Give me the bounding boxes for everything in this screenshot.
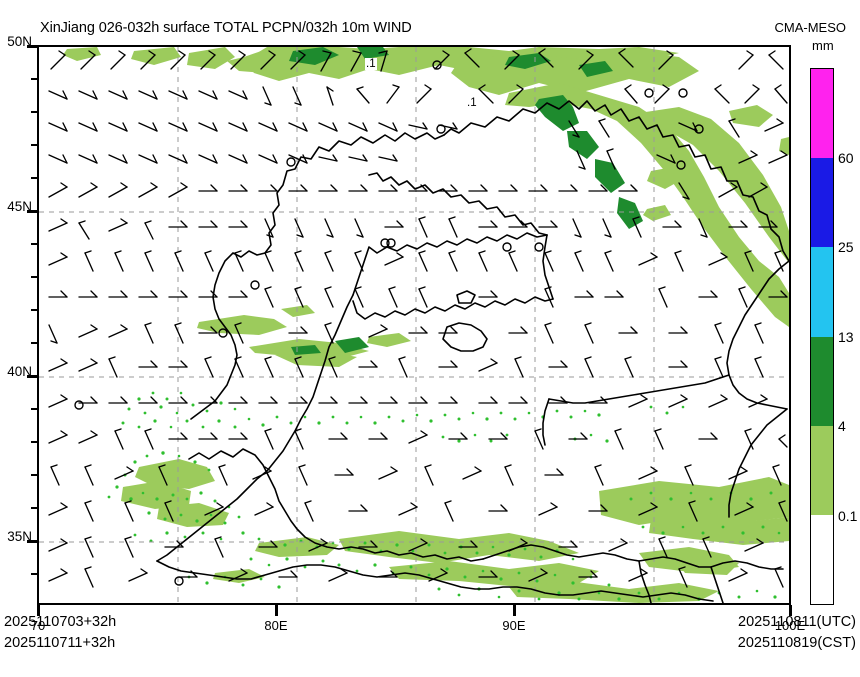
lat-tick-minor <box>31 177 38 179</box>
colorbar-band-0.1-4 <box>811 425 833 515</box>
map-canvas <box>39 47 789 603</box>
lat-tick-minor <box>31 111 38 113</box>
lat-tick-major <box>27 210 38 213</box>
lon-tick-major <box>513 605 516 616</box>
lat-tick-minor <box>31 474 38 476</box>
colorbar-tick-0.1: 0.1 <box>838 507 858 524</box>
lon-label-70: 70 <box>30 618 46 633</box>
lat-tick-minor <box>31 78 38 80</box>
colorbar-tick-4: 4 <box>838 418 846 435</box>
valid-time-utc: 2025110811(UTC) <box>738 614 856 630</box>
lat-tick-minor <box>31 408 38 410</box>
lon-tick-major <box>789 605 792 616</box>
lat-tick-minor <box>31 507 38 509</box>
contour-label: .1 <box>365 58 377 70</box>
colorbar-tick-25: 25 <box>838 239 854 256</box>
colorbar-band-under-0.1 <box>811 514 833 604</box>
lon-label-90e: 90E <box>502 618 526 633</box>
lon-label-100e: 100E <box>774 618 806 633</box>
lat-tick-minor <box>31 309 38 311</box>
lat-tick-minor <box>31 276 38 278</box>
model-name-label: CMA-MESO <box>774 20 847 35</box>
init-time-cst: 2025110711+32h <box>4 635 116 651</box>
init-time-utc: 2025110703+32h <box>4 614 117 630</box>
lon-tick-major <box>275 605 278 616</box>
colorbar-unit-label: mm <box>812 38 834 53</box>
lat-tick-minor <box>31 342 38 344</box>
footer-right: 2025110811(UTC) 2025110819(CST) <box>738 612 856 654</box>
colorbar-tick-60: 60 <box>838 149 854 166</box>
precip-shading-speckle <box>107 391 789 603</box>
lat-tick-minor <box>31 441 38 443</box>
colorbar-bands <box>810 68 834 605</box>
precip-shading-light <box>63 47 789 367</box>
calm-wind-symbols <box>74 60 704 586</box>
lat-label-45n: 45N <box>7 199 32 214</box>
map-borders <box>156 100 789 603</box>
lat-tick-minor <box>31 144 38 146</box>
colorbar-band-60plus <box>811 69 833 159</box>
page-title: XinJiang 026-032h surface TOTAL PCPN/032… <box>40 20 412 36</box>
map-plot-area[interactable]: .1 .1 <box>37 45 791 605</box>
footer-left: 2025110703+32h 2025110711+32h <box>4 612 116 654</box>
precip-shading-dark <box>289 47 643 355</box>
wind-barbs <box>48 48 788 588</box>
lat-tick-minor <box>31 243 38 245</box>
lon-label-80e: 80E <box>264 618 288 633</box>
map-gridlines <box>39 47 789 603</box>
lat-label-35n: 35N <box>7 529 32 544</box>
lat-label-40n: 40N <box>7 364 32 379</box>
lat-tick-major <box>27 540 38 543</box>
lat-tick-major <box>27 45 38 48</box>
lat-label-50n: 50N <box>7 34 32 49</box>
colorbar-band-13-25 <box>811 247 833 337</box>
colorbar-tick-13: 13 <box>838 328 854 345</box>
colorbar-band-4-13 <box>811 336 833 426</box>
colorbar[interactable]: 60 25 13 4 0.1 <box>810 68 857 605</box>
contour-label: .1 <box>466 97 478 109</box>
lat-tick-minor <box>31 573 38 575</box>
valid-time-cst: 2025110819(CST) <box>737 635 856 651</box>
lat-tick-major <box>27 375 38 378</box>
lon-tick-major <box>37 605 40 616</box>
colorbar-band-25-60 <box>811 158 833 248</box>
